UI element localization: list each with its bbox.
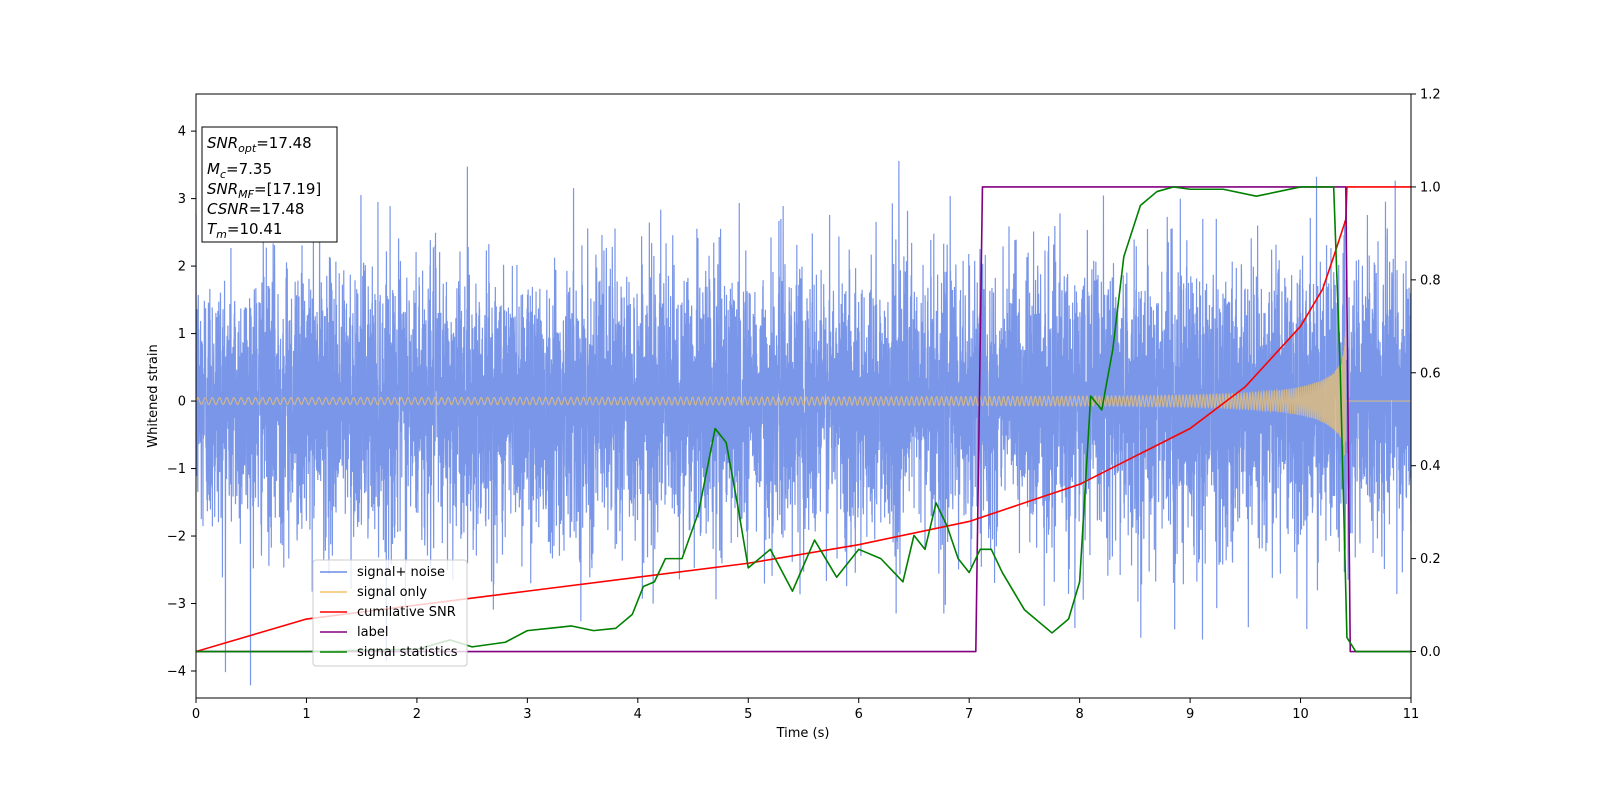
line-signal-noise [196,160,1411,686]
info-mc: Mc=7.35 [207,160,272,181]
y-left-tick-label-3: 3 [178,192,186,207]
x-tick-label-0: 0 [192,707,200,722]
legend-label-cumilative-snr: cumilative SNR [357,605,456,620]
legend-label-signal-noise: signal+ noise [357,565,445,580]
y-right-tick-label-1.2: 1.2 [1420,88,1441,103]
x-tick-label-3: 3 [523,707,531,722]
info-snr-opt-value: =17.48 [256,134,312,152]
x-tick-label-2: 2 [413,707,421,722]
series-signal-only [196,331,1411,456]
legend-label-signal-only: signal only [357,585,427,600]
info-snr-opt: SNRopt=17.48 [207,134,312,155]
y-right-tick-label-1.0: 1.0 [1420,180,1441,195]
x-tick-label-10: 10 [1292,707,1309,722]
x-tick-label-8: 8 [1075,707,1083,722]
y-left-tick-label-2: 2 [178,260,186,275]
line-signal-only [196,331,1411,456]
x-axis-ticks: 0 1 2 3 4 5 6 7 8 9 10 11 [192,698,1419,722]
y-right-tick-label-0.8: 0.8 [1420,273,1441,288]
info-box: SNRopt=17.48 Mc=7.35 SNRMF=[17.19] CSNR=… [201,126,338,243]
legend-label-signal-statistics: signal statistics [357,645,458,660]
line-signal-statistics [196,186,1411,653]
y-left-tick-label-1: 1 [178,327,186,342]
line-cumilative-snr [196,186,1411,653]
info-snr-mf: SNRMF=[17.19] [207,180,321,201]
legend: signal+ noise signal only cumilative SNR… [312,559,468,667]
x-axis-label: Time (s) [776,726,830,741]
y-right-tick-label-0.4: 0.4 [1420,459,1441,474]
info-box-frame [201,126,338,243]
plot-frame [195,93,1412,699]
y-left-tick-label--2: −2 [167,530,186,545]
right-axis-series [196,186,1411,653]
x-tick-label-7: 7 [965,707,973,722]
info-csnr: CSNR=17.48 [207,200,304,218]
y-axis-label: Whitened strain [146,344,161,447]
x-tick-label-4: 4 [634,707,642,722]
series-signal-noise [196,160,1411,686]
y-right-tick-label-0.0: 0.0 [1420,645,1441,660]
y-right-axis-ticks: 0.0 0.2 0.4 0.6 0.8 1.0 1.2 [1411,88,1441,660]
y-left-tick-label--4: −4 [167,665,186,680]
info-tm-value: =10.41 [227,220,283,238]
x-tick-label-9: 9 [1186,707,1194,722]
x-tick-label-6: 6 [855,707,863,722]
y-left-tick-label--3: −3 [167,597,186,612]
info-mc-value: =7.35 [226,160,272,178]
y-left-tick-label-0: 0 [178,395,186,410]
legend-label-label: label [357,625,388,640]
x-tick-label-5: 5 [744,707,752,722]
info-snr-mf-value: =[17.19] [254,180,321,198]
y-right-tick-label-0.2: 0.2 [1420,552,1441,567]
info-csnr-value: =17.48 [249,200,305,218]
x-tick-label-1: 1 [302,707,310,722]
x-tick-label-11: 11 [1403,707,1420,722]
y-left-tick-label-4: 4 [178,125,186,140]
y-left-tick-label--1: −1 [167,462,186,477]
y-right-tick-label-0.6: 0.6 [1420,366,1441,381]
y-left-axis-ticks: −4 −3 −2 −1 0 1 2 3 4 [167,125,196,680]
info-tm: Tm=10.41 [207,220,282,241]
legend-frame [312,559,468,667]
